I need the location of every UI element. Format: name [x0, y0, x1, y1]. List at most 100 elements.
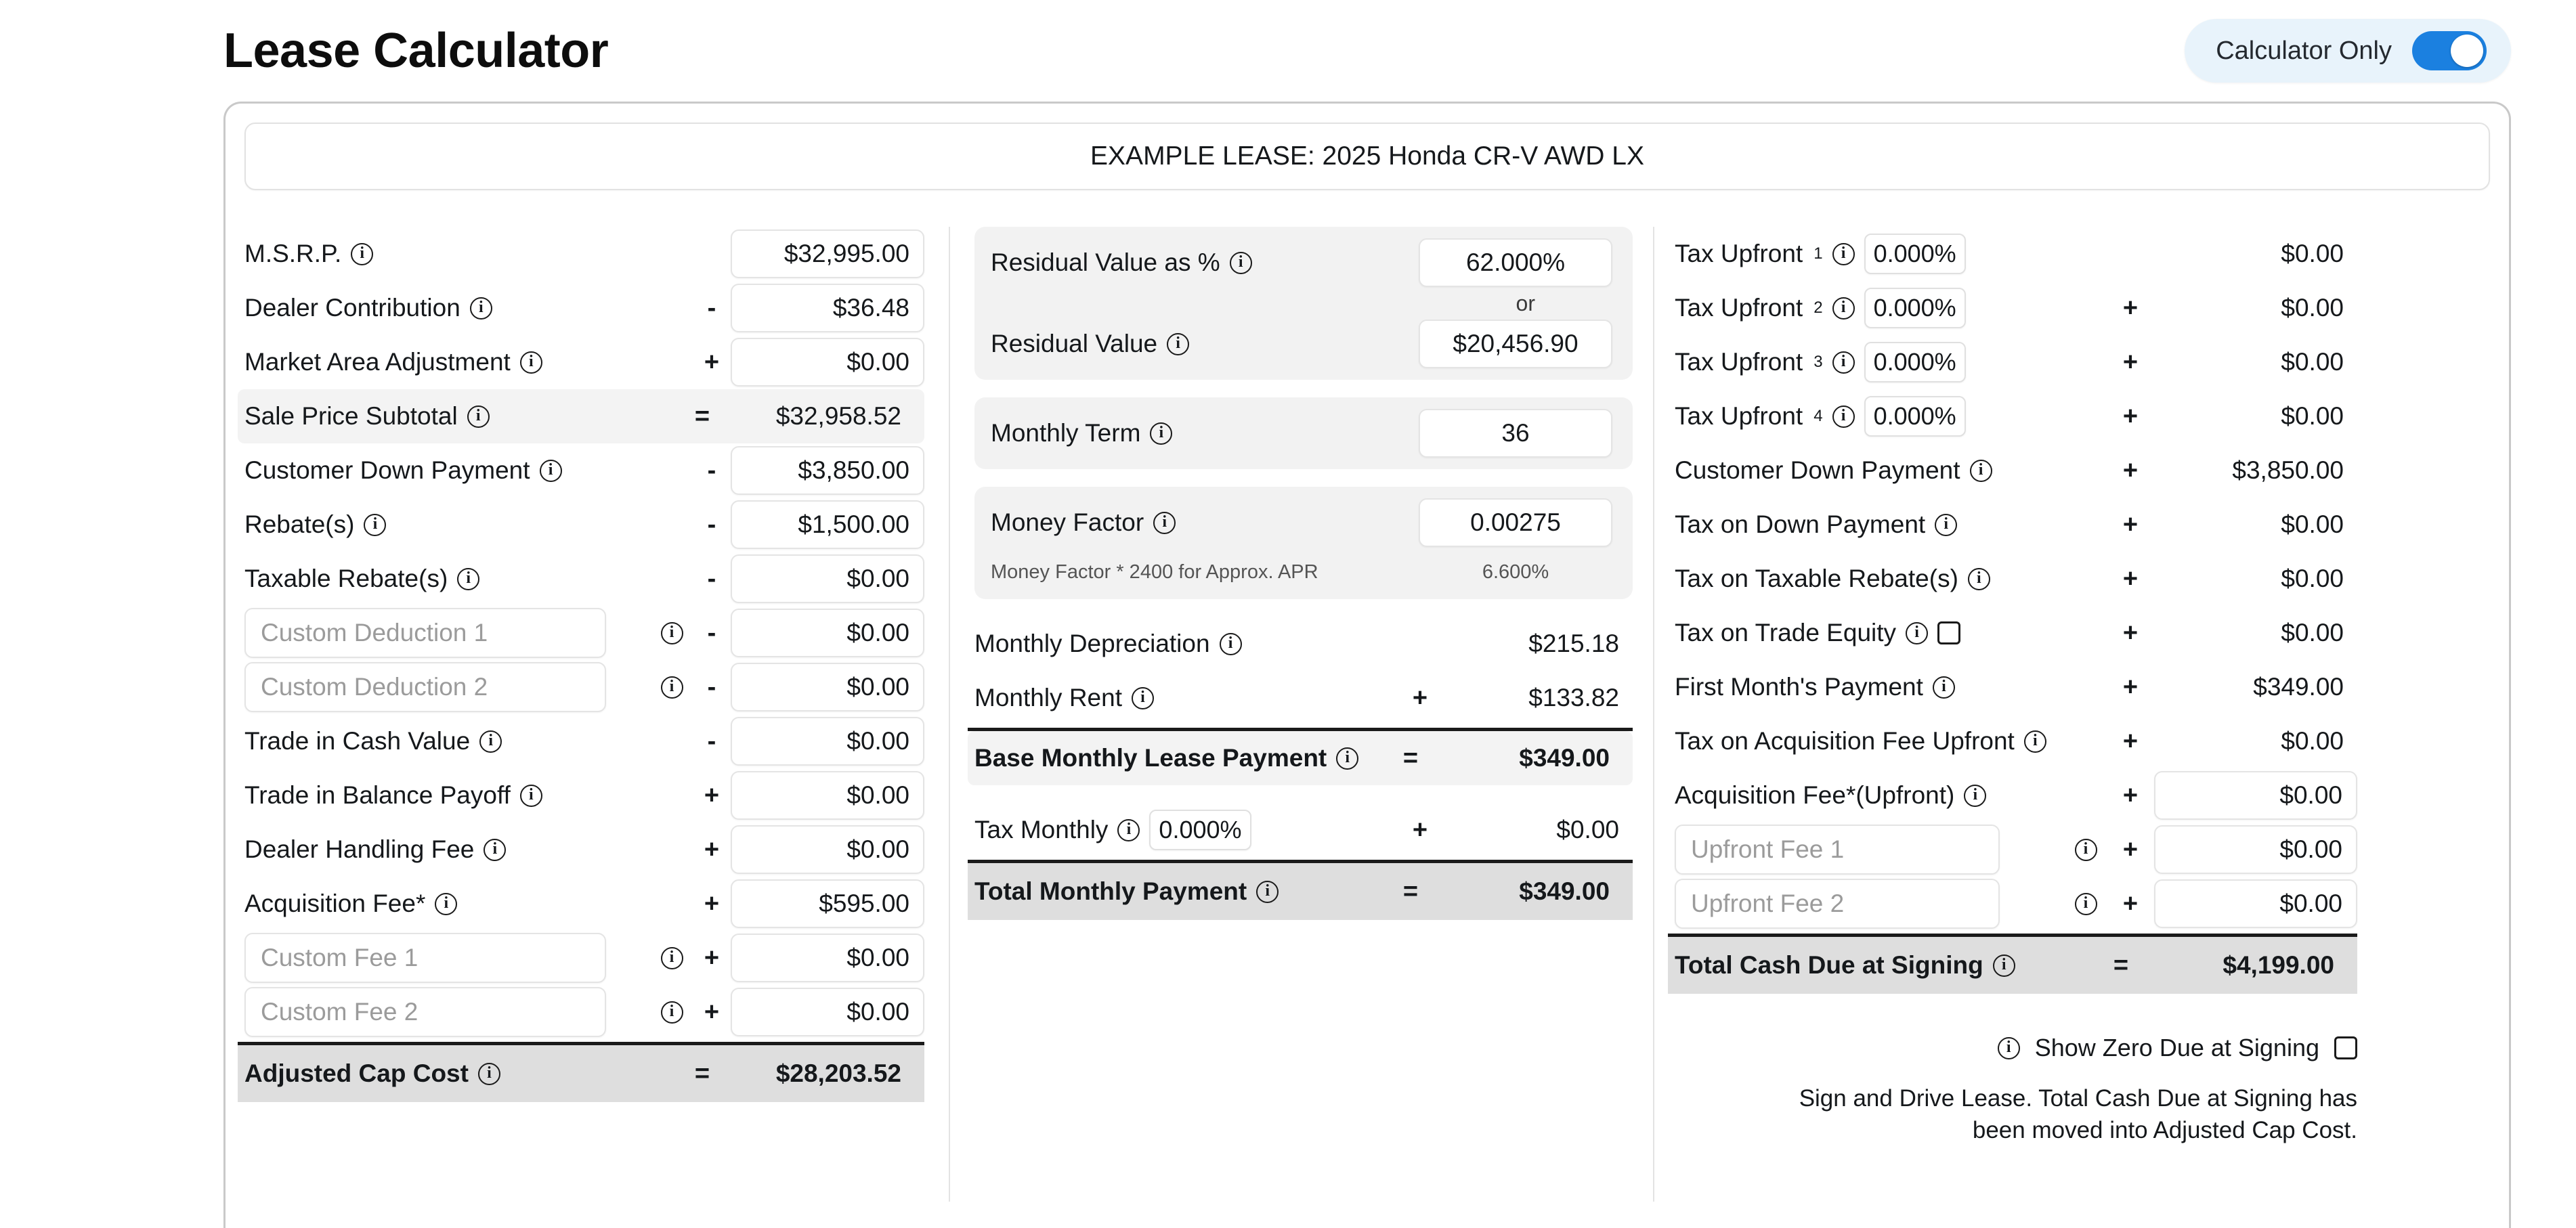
info-icon[interactable] — [1832, 351, 1855, 374]
info-icon[interactable] — [1997, 1036, 2020, 1059]
label-text: Tax Upfront — [1675, 240, 1803, 267]
info-icon[interactable] — [469, 297, 492, 320]
info-icon[interactable] — [1229, 251, 1252, 274]
money-factor-input[interactable]: 0.00275 — [1419, 498, 1612, 547]
tax-upfront-1-percent-input[interactable]: 0.000% — [1864, 234, 1966, 274]
info-icon[interactable] — [364, 513, 387, 536]
upfront-fee-1-amount-input[interactable]: $0.00 — [2154, 825, 2357, 874]
operator: + — [704, 835, 720, 864]
info-icon[interactable] — [1906, 621, 1929, 644]
tax-on-trade-equity-checkbox[interactable] — [1937, 621, 1961, 644]
dealer-contribution-input[interactable]: $36.48 — [731, 284, 924, 332]
info-icon[interactable] — [351, 242, 374, 265]
label-text: Rebate(s) — [244, 510, 355, 538]
info-icon[interactable] — [660, 621, 683, 644]
tax-upfront-4-percent-input[interactable]: 0.000% — [1864, 396, 1966, 437]
rebates-input[interactable]: $1,500.00 — [731, 500, 924, 549]
info-icon[interactable] — [1132, 686, 1154, 709]
operator: + — [2122, 672, 2139, 701]
custom-deduction-2-name-input[interactable]: Custom Deduction 2 — [244, 662, 606, 712]
info-icon[interactable] — [660, 946, 683, 969]
show-zero-due-row[interactable]: Show Zero Due at Signing — [1675, 1032, 2357, 1065]
info-icon[interactable] — [539, 459, 562, 482]
custom-deduction-1-amount-input[interactable]: $0.00 — [731, 609, 924, 657]
monthly-term-input[interactable]: 36 — [1419, 409, 1612, 458]
info-icon[interactable] — [1832, 405, 1855, 428]
upfront-fee-1-name-input[interactable]: Upfront Fee 1 — [1675, 825, 2000, 875]
info-icon[interactable] — [1219, 632, 1242, 655]
info-icon[interactable] — [1150, 422, 1173, 445]
tax-upfront-2-percent-input[interactable]: 0.000% — [1864, 288, 1966, 328]
info-icon[interactable] — [435, 892, 458, 915]
info-icon[interactable] — [484, 838, 507, 861]
info-icon[interactable] — [467, 405, 490, 428]
row-tax-on-down-payment: Tax on Down Payment + $0.00 — [1675, 498, 2357, 552]
info-icon[interactable] — [1992, 954, 2015, 977]
info-icon[interactable] — [1932, 676, 1955, 699]
label-text: Acquisition Fee*(Upfront) — [1675, 781, 1955, 809]
info-icon[interactable] — [1832, 297, 1855, 320]
market-area-adjustment-input[interactable]: $0.00 — [731, 338, 924, 387]
residual-value-input[interactable]: $20,456.90 — [1419, 320, 1612, 368]
label-text: Dealer Contribution — [244, 294, 460, 322]
operator: + — [2122, 781, 2139, 810]
info-icon[interactable] — [1167, 332, 1190, 355]
trade-in-cash-value-input[interactable]: $0.00 — [731, 717, 924, 766]
customer-down-payment-input[interactable]: $3,850.00 — [731, 446, 924, 495]
superscript-index: 1 — [1813, 244, 1823, 263]
toggle-switch[interactable] — [2412, 31, 2487, 70]
info-icon[interactable] — [660, 1001, 683, 1024]
trade-in-balance-payoff-input[interactable]: $0.00 — [731, 771, 924, 820]
upfront-fee-2-name-input[interactable]: Upfront Fee 2 — [1675, 879, 2000, 929]
acquisition-fee-upfront-input[interactable]: $0.00 — [2154, 771, 2357, 820]
tax-upfront-3-percent-input[interactable]: 0.000% — [1864, 342, 1966, 382]
label-text: Total Cash Due at Signing — [1675, 951, 1983, 979]
apr-hint-label: Money Factor * 2400 for Approx. APR — [991, 561, 1318, 583]
tax-monthly-percent-input[interactable]: 0.000% — [1149, 810, 1251, 850]
upfront-fee-2-amount-input[interactable]: $0.00 — [2154, 879, 2357, 928]
info-icon[interactable] — [2074, 838, 2097, 861]
acquisition-fee-input[interactable]: $595.00 — [731, 879, 924, 928]
operator: + — [704, 781, 720, 810]
label-text: Monthly Rent — [974, 684, 1122, 711]
info-icon[interactable] — [457, 567, 480, 590]
info-icon[interactable] — [519, 784, 542, 807]
info-icon[interactable] — [1935, 513, 1958, 536]
row-tax-upfront-3: Tax Upfront 3 0.000% + $0.00 — [1675, 335, 2357, 389]
label-text: M.S.R.P. — [244, 240, 342, 267]
info-icon[interactable] — [2023, 730, 2046, 753]
label-text: Tax Upfront — [1675, 402, 1803, 430]
taxable-rebates-input[interactable]: $0.00 — [731, 554, 924, 603]
info-icon[interactable] — [1153, 511, 1176, 534]
calculator-only-toggle[interactable]: Calculator Only — [2185, 19, 2511, 83]
custom-fee-2-name-input[interactable]: Custom Fee 2 — [244, 987, 606, 1037]
info-icon[interactable] — [479, 730, 502, 753]
custom-deduction-2-amount-input[interactable]: $0.00 — [731, 663, 924, 711]
info-icon[interactable] — [1256, 880, 1279, 903]
info-icon[interactable] — [1117, 818, 1140, 841]
label-text: Tax on Taxable Rebate(s) — [1675, 565, 1958, 592]
info-icon[interactable] — [1964, 784, 1987, 807]
info-icon[interactable] — [1969, 459, 1992, 482]
show-zero-due-checkbox[interactable] — [2334, 1036, 2357, 1060]
operator: + — [2122, 618, 2139, 647]
custom-fee-2-amount-input[interactable]: $0.00 — [731, 988, 924, 1036]
msrp-input[interactable]: $32,995.00 — [731, 229, 924, 278]
info-icon[interactable] — [2074, 892, 2097, 915]
info-icon[interactable] — [1832, 242, 1855, 265]
residual-percent-input[interactable]: 62.000% — [1419, 238, 1612, 287]
row-label: Dealer Handling Fee — [244, 835, 693, 864]
info-icon[interactable] — [519, 351, 542, 374]
custom-fee-1-amount-input[interactable]: $0.00 — [731, 934, 924, 982]
info-icon[interactable] — [1336, 747, 1359, 770]
row-label: Base Monthly Lease Payment — [974, 744, 1392, 772]
info-icon[interactable] — [1967, 567, 1990, 590]
dealer-handling-fee-input[interactable]: $0.00 — [731, 825, 924, 874]
info-icon[interactable] — [477, 1062, 500, 1085]
info-icon[interactable] — [660, 676, 683, 699]
operator: = — [1402, 877, 1419, 906]
custom-fee-1-name-input[interactable]: Custom Fee 1 — [244, 933, 606, 983]
custom-deduction-1-name-input[interactable]: Custom Deduction 1 — [244, 608, 606, 658]
row-money-factor: Money Factor 0.00275 — [991, 494, 1612, 552]
tax-on-acquisition-fee-upfront-value: $0.00 — [2281, 727, 2344, 755]
